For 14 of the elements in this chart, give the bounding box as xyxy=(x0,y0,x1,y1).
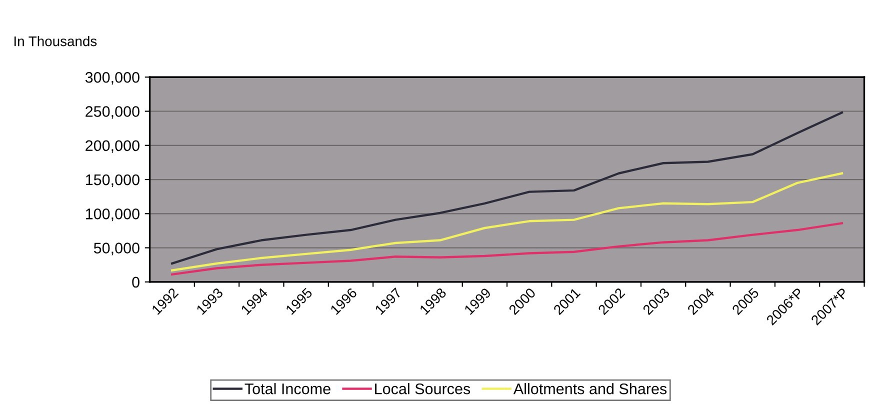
y-tick-label: 100,000 xyxy=(86,208,140,222)
line-series xyxy=(170,112,844,265)
legend-label: Allotments and Shares xyxy=(513,383,667,394)
line-series xyxy=(170,172,844,272)
y-tick-label: 200,000 xyxy=(86,140,140,153)
legend-label: Local Sources xyxy=(375,383,470,394)
y-axis-title: In Thousands xyxy=(14,36,97,46)
y-tick-label: 150,000 xyxy=(86,174,140,188)
legend-label: Total Income xyxy=(244,383,330,394)
y-tick-label: 300,000 xyxy=(85,72,140,85)
y-tick-label: 50,000 xyxy=(94,242,140,256)
y-tick-label: 250,000 xyxy=(86,106,140,119)
y-tick-label: 0 xyxy=(132,276,140,288)
line-series xyxy=(170,222,844,276)
